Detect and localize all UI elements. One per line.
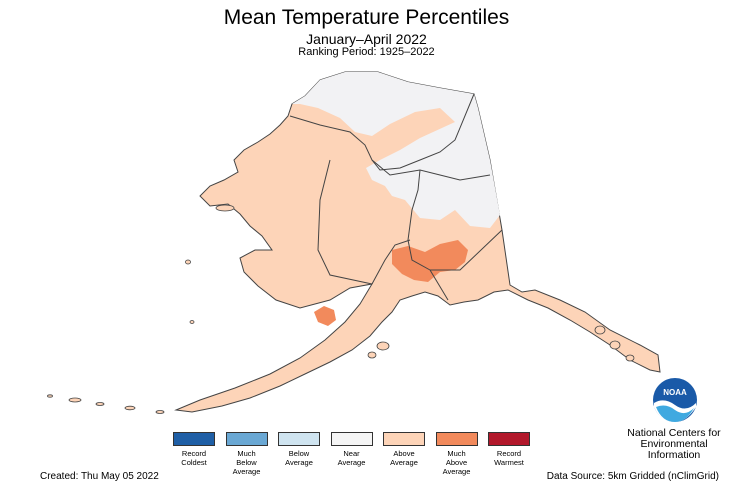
much-above-southwest	[314, 306, 336, 326]
ranking-period: Ranking Period: 1925–2022	[298, 46, 435, 58]
legend-swatch	[173, 432, 215, 446]
legend-swatch	[488, 432, 530, 446]
legend-label: Record Warmest	[494, 449, 524, 467]
legend-swatch	[225, 432, 268, 446]
division-borders	[289, 93, 503, 301]
legend-item: Much Above Average	[431, 432, 483, 476]
legend-item: Record Warmest	[483, 432, 535, 467]
agency-name: National Centers for Environmental Informa…	[627, 427, 721, 461]
legend-item: Record Coldest	[168, 432, 220, 467]
near-average-north	[292, 72, 500, 228]
legend-swatch	[330, 432, 373, 446]
legend-swatch	[383, 432, 425, 446]
alaska-mainland	[174, 71, 661, 413]
noaa-logo-text: NOAA	[663, 388, 687, 397]
legend-label: Near Average	[337, 449, 366, 467]
noaa-logo: NOAA	[653, 378, 697, 422]
legend-item: Much Below Average	[221, 432, 273, 476]
legend-label: Record Coldest	[181, 449, 207, 467]
much-above-southcentral	[392, 240, 468, 282]
map-subtitle: January–April 2022	[306, 31, 427, 47]
legend-label: Much Below Average	[232, 449, 261, 476]
legend-swatch	[278, 432, 320, 446]
legend: Record Coldest Much Below Average Below Averag…	[168, 432, 538, 477]
legend-item: Below Average	[273, 432, 325, 467]
legend-swatch	[435, 432, 478, 446]
data-source: Data Source: 5km Gridded (nClimGrid)	[546, 471, 719, 482]
map-title: Mean Temperature Percentiles	[223, 6, 510, 29]
legend-label: Above Average	[390, 449, 418, 467]
aleutian-islands	[47, 204, 635, 414]
legend-label: Below Average	[285, 449, 313, 467]
legend-item: Near Average	[326, 432, 378, 467]
created-date: Created: Thu May 05 2022	[40, 471, 159, 482]
legend-label: Much Above Average	[442, 449, 471, 476]
legend-item: Above Average	[378, 432, 430, 467]
